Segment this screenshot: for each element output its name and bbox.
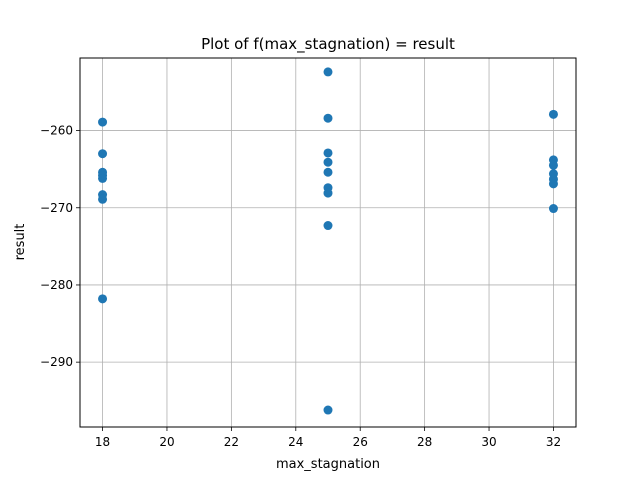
data-point bbox=[323, 67, 333, 77]
data-point bbox=[323, 148, 333, 158]
data-point bbox=[323, 405, 333, 415]
y-tick-label: −290 bbox=[40, 355, 73, 369]
data-point bbox=[548, 179, 558, 189]
data-point bbox=[548, 160, 558, 170]
data-point bbox=[548, 204, 558, 214]
y-axis-ticks: −290 −280 −270 −260 bbox=[40, 124, 80, 369]
data-point bbox=[323, 157, 333, 167]
plot-frame bbox=[79, 57, 577, 428]
data-point bbox=[98, 117, 108, 127]
data-point bbox=[323, 221, 333, 231]
grid-lines bbox=[80, 58, 576, 427]
x-tick-label: 24 bbox=[288, 435, 303, 449]
x-tick-label: 28 bbox=[417, 435, 432, 449]
data-point bbox=[98, 294, 108, 304]
x-tick-label: 22 bbox=[224, 435, 239, 449]
data-point bbox=[98, 149, 108, 159]
x-tick-label: 26 bbox=[353, 435, 368, 449]
x-axis-ticks: 18 20 22 24 26 28 30 32 bbox=[95, 427, 561, 449]
chart-title: Plot of f(max_stagnation) = result bbox=[201, 35, 455, 54]
x-tick-label: 32 bbox=[546, 435, 561, 449]
x-tick-label: 20 bbox=[159, 435, 174, 449]
data-point bbox=[323, 188, 333, 198]
y-tick-label: −260 bbox=[40, 124, 73, 138]
y-axis-label: result bbox=[13, 224, 28, 261]
data-point bbox=[323, 167, 333, 177]
data-point bbox=[98, 194, 108, 204]
data-point bbox=[548, 109, 558, 119]
data-point bbox=[323, 113, 333, 123]
data-point bbox=[98, 173, 108, 183]
y-tick-label: −280 bbox=[40, 278, 73, 292]
x-axis-label: max_stagnation bbox=[276, 457, 380, 472]
data-points bbox=[98, 67, 558, 415]
y-tick-label: −270 bbox=[40, 201, 73, 215]
x-tick-label: 30 bbox=[481, 435, 496, 449]
x-tick-label: 18 bbox=[95, 435, 110, 449]
